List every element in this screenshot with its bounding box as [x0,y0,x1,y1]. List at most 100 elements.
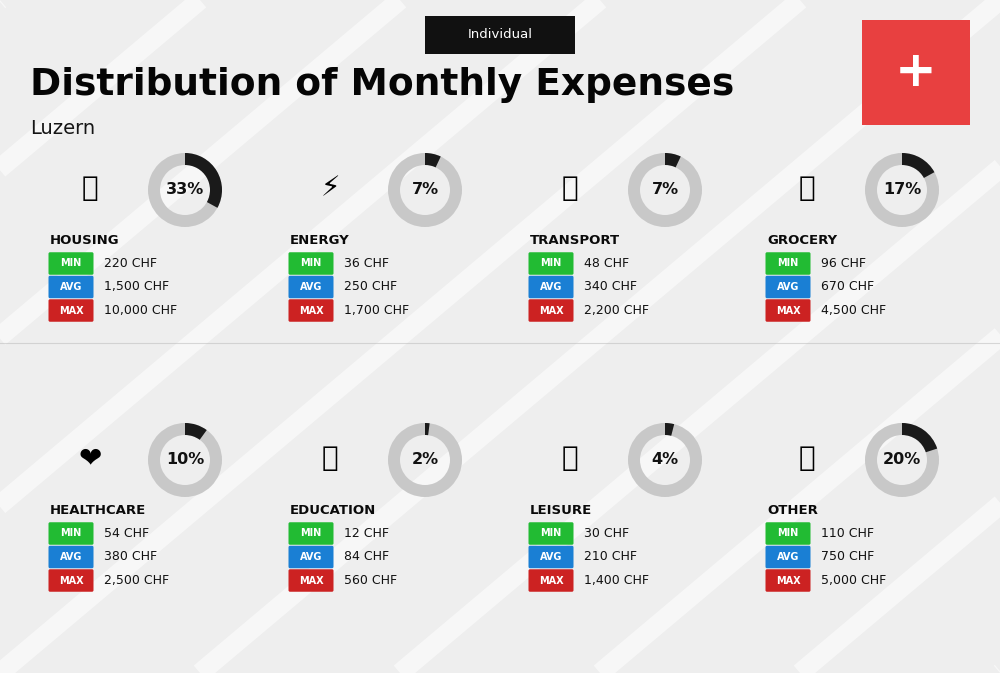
Wedge shape [388,153,462,227]
FancyBboxPatch shape [766,546,810,568]
FancyBboxPatch shape [529,569,574,592]
FancyBboxPatch shape [766,299,810,322]
FancyBboxPatch shape [766,252,810,275]
Text: 10%: 10% [166,452,204,468]
FancyBboxPatch shape [529,299,574,322]
Text: MIN: MIN [60,258,82,269]
Text: LEISURE: LEISURE [530,503,592,516]
Text: 36 CHF: 36 CHF [344,257,389,270]
Text: 1,400 CHF: 1,400 CHF [584,574,649,587]
FancyBboxPatch shape [49,546,94,568]
FancyBboxPatch shape [425,16,575,54]
FancyBboxPatch shape [862,20,970,125]
FancyBboxPatch shape [49,276,94,298]
Text: AVG: AVG [300,552,322,562]
Wedge shape [665,423,674,436]
Text: AVG: AVG [300,282,322,292]
Text: 5,000 CHF: 5,000 CHF [821,574,886,587]
Wedge shape [628,423,702,497]
Text: 7%: 7% [411,182,439,197]
Text: 4,500 CHF: 4,500 CHF [821,304,886,317]
FancyBboxPatch shape [49,569,94,592]
Text: 210 CHF: 210 CHF [584,551,637,563]
Text: 2,500 CHF: 2,500 CHF [104,574,169,587]
Wedge shape [865,153,939,227]
FancyBboxPatch shape [529,252,574,275]
Text: GROCERY: GROCERY [767,234,837,246]
FancyBboxPatch shape [529,522,574,544]
Wedge shape [185,153,222,208]
Text: EDUCATION: EDUCATION [290,503,376,516]
FancyBboxPatch shape [766,522,810,544]
FancyBboxPatch shape [529,276,574,298]
Text: 🛍: 🛍 [562,444,578,472]
Text: MAX: MAX [539,575,563,586]
Text: 4%: 4% [651,452,679,468]
FancyBboxPatch shape [49,252,94,275]
Text: MAX: MAX [776,575,800,586]
Wedge shape [665,153,681,168]
Text: 🚌: 🚌 [562,174,578,202]
Text: AVG: AVG [60,552,82,562]
Text: 33%: 33% [166,182,204,197]
Text: MAX: MAX [299,575,323,586]
FancyBboxPatch shape [288,252,334,275]
Text: 17%: 17% [883,182,921,197]
Text: 2,200 CHF: 2,200 CHF [584,304,649,317]
Text: AVG: AVG [540,552,562,562]
Text: 250 CHF: 250 CHF [344,281,397,293]
Text: MIN: MIN [60,528,82,538]
Text: 670 CHF: 670 CHF [821,281,874,293]
Text: MIN: MIN [540,528,562,538]
FancyBboxPatch shape [49,299,94,322]
Text: +: + [895,48,937,96]
Text: 340 CHF: 340 CHF [584,281,637,293]
Wedge shape [902,153,934,178]
Text: MAX: MAX [59,575,83,586]
Wedge shape [628,153,702,227]
Wedge shape [425,423,430,435]
Text: AVG: AVG [540,282,562,292]
Text: TRANSPORT: TRANSPORT [530,234,620,246]
Text: MIN: MIN [777,528,799,538]
Text: MIN: MIN [300,258,322,269]
Text: MIN: MIN [777,258,799,269]
Wedge shape [148,153,222,227]
Text: 48 CHF: 48 CHF [584,257,629,270]
Wedge shape [425,153,441,168]
Text: 84 CHF: 84 CHF [344,551,389,563]
Text: 1,700 CHF: 1,700 CHF [344,304,409,317]
Text: AVG: AVG [60,282,82,292]
Wedge shape [865,423,939,497]
FancyBboxPatch shape [288,299,334,322]
FancyBboxPatch shape [529,546,574,568]
FancyBboxPatch shape [49,522,94,544]
Text: 1,500 CHF: 1,500 CHF [104,281,169,293]
FancyBboxPatch shape [766,569,810,592]
Text: 110 CHF: 110 CHF [821,527,874,540]
Text: ENERGY: ENERGY [290,234,350,246]
Wedge shape [902,423,937,452]
Text: 96 CHF: 96 CHF [821,257,866,270]
Text: OTHER: OTHER [767,503,818,516]
Text: Individual: Individual [468,28,532,42]
FancyBboxPatch shape [288,546,334,568]
Text: AVG: AVG [777,282,799,292]
Text: AVG: AVG [777,552,799,562]
Text: MIN: MIN [540,258,562,269]
Text: 10,000 CHF: 10,000 CHF [104,304,177,317]
FancyBboxPatch shape [766,276,810,298]
Text: 30 CHF: 30 CHF [584,527,629,540]
Text: 7%: 7% [651,182,679,197]
Text: 2%: 2% [411,452,439,468]
Wedge shape [388,423,462,497]
Text: 💰: 💰 [799,444,815,472]
Text: 560 CHF: 560 CHF [344,574,397,587]
Text: ⚡: ⚡ [320,174,340,202]
Text: HEALTHCARE: HEALTHCARE [50,503,146,516]
Text: Luzern: Luzern [30,118,95,137]
Text: 220 CHF: 220 CHF [104,257,157,270]
Text: 20%: 20% [883,452,921,468]
Text: 54 CHF: 54 CHF [104,527,149,540]
Text: 🏢: 🏢 [82,174,98,202]
